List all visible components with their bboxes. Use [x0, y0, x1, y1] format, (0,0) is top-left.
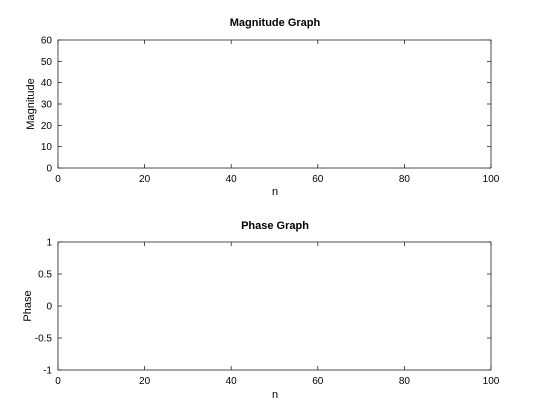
magnitude-y-tick-label: 50	[41, 57, 53, 68]
phase-title: Phase Graph	[241, 220, 309, 232]
phase-plot: Phase Graph n Phase 0 20 40 60 80 100 -1 -0.5 0 0…	[22, 220, 500, 401]
magnitude-xlabel: n	[272, 186, 278, 198]
magnitude-x-tick-label: 80	[399, 174, 411, 185]
magnitude-y-tick-label: 0	[46, 164, 52, 175]
magnitude-x-tick-label: 0	[55, 174, 61, 185]
magnitude-plot: Magnitude Graph n Magnitude 0 20 40 60 80 100…	[25, 17, 500, 198]
phase-axes-frame	[57, 241, 492, 371]
phase-y-tick-label: 0.5	[38, 270, 52, 281]
phase-y-tick-label: -1	[43, 366, 52, 377]
magnitude-y-tick-label: 30	[41, 100, 53, 111]
magnitude-ylabel: Magnitude	[25, 78, 37, 129]
phase-ylabel: Phase	[22, 290, 34, 321]
phase-x-tick-label: 40	[226, 376, 238, 387]
magnitude-y-tick-label: 40	[41, 78, 53, 89]
magnitude-y-tick-label: 20	[41, 121, 53, 132]
phase-x-tick-label: 0	[55, 376, 61, 387]
magnitude-y-tick-label: 60	[41, 36, 53, 47]
magnitude-x-tick-label: 40	[226, 174, 238, 185]
magnitude-y-tick-label: 10	[41, 142, 53, 153]
phase-x-tick-label: 80	[399, 376, 411, 387]
phase-x-tick-label: 20	[139, 376, 151, 387]
phase-y-tick-label: 0	[46, 302, 52, 313]
magnitude-x-tick-label: 20	[139, 174, 151, 185]
magnitude-title: Magnitude Graph	[230, 17, 321, 29]
phase-x-tick-label: 60	[312, 376, 324, 387]
magnitude-axes-frame	[57, 39, 492, 169]
phase-xlabel: n	[272, 389, 278, 401]
phase-y-tick-label: -0.5	[35, 334, 53, 345]
phase-x-tick-label: 100	[483, 376, 500, 387]
magnitude-x-tick-label: 60	[312, 174, 324, 185]
phase-y-tick-label: 1	[46, 238, 52, 249]
magnitude-x-tick-label: 100	[483, 174, 500, 185]
